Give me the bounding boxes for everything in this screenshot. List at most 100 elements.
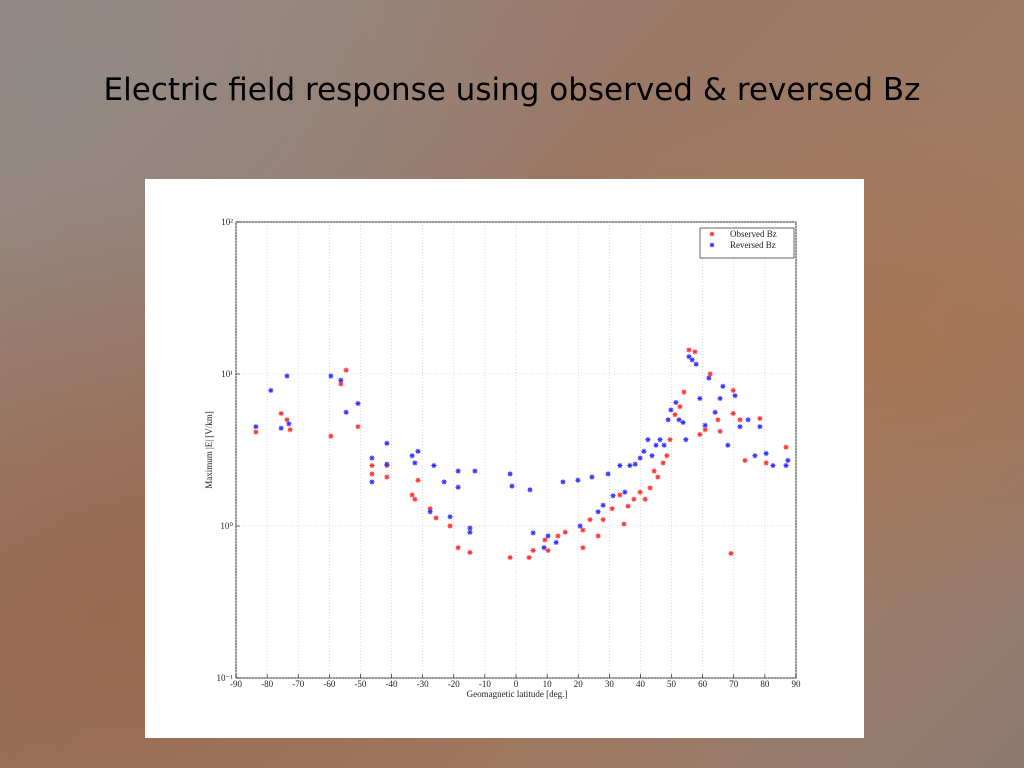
- data-point: [409, 492, 415, 498]
- data-point: [617, 462, 623, 469]
- data-point: [649, 453, 655, 459]
- data-point: [655, 474, 661, 480]
- y-tick-label: 10⁰: [220, 521, 233, 531]
- data-point: [617, 492, 623, 498]
- data-point: [278, 410, 284, 417]
- data-point: [712, 409, 718, 415]
- x-tick-label: -60: [323, 679, 335, 689]
- x-tick-label: -30: [417, 679, 429, 689]
- data-point: [580, 527, 586, 533]
- data-point: [427, 509, 433, 515]
- data-point: [338, 377, 344, 383]
- figure-panel: Geomagnetic latitude [deg.] Maximum |E| …: [145, 179, 864, 738]
- data-point: [268, 387, 274, 394]
- data-point: [692, 349, 698, 355]
- data-point: [770, 462, 776, 469]
- data-point: [580, 545, 586, 551]
- data-point: [717, 395, 723, 402]
- data-point: [409, 453, 415, 459]
- x-tick-label: 30: [605, 679, 615, 689]
- data-point: [284, 417, 290, 423]
- data-point: [730, 387, 736, 394]
- data-point: [660, 460, 666, 466]
- data-point: [702, 427, 708, 433]
- x-tick-label: 50: [667, 679, 677, 689]
- data-point: [693, 361, 699, 367]
- data-point: [689, 357, 695, 363]
- data-point: [369, 462, 375, 469]
- data-point: [287, 427, 293, 433]
- data-point: [673, 399, 679, 406]
- data-point: [737, 417, 743, 423]
- data-point: [553, 539, 559, 546]
- data-point: [680, 419, 686, 426]
- data-point: [645, 437, 651, 443]
- x-tick-label: 20: [574, 679, 584, 689]
- data-point: [253, 429, 259, 435]
- data-point: [467, 525, 473, 531]
- data-point: [355, 400, 361, 407]
- data-point: [657, 437, 663, 443]
- data-point: [653, 442, 659, 448]
- data-point: [530, 547, 536, 554]
- legend-marker: [709, 242, 715, 248]
- data-point: [545, 533, 551, 539]
- data-point: [343, 367, 349, 373]
- data-point: [562, 529, 568, 535]
- x-axis-label: Geomagnetic latitude [deg.]: [467, 689, 568, 699]
- data-point: [783, 444, 789, 450]
- data-point: [683, 437, 689, 443]
- legend-label: Reversed Bz: [730, 240, 776, 250]
- data-point: [369, 471, 375, 477]
- data-point: [642, 496, 648, 502]
- data-point: [328, 433, 334, 439]
- data-point: [509, 483, 515, 489]
- data-point: [447, 514, 453, 520]
- x-tick-label: -80: [261, 679, 273, 689]
- data-point: [647, 485, 653, 491]
- data-point: [447, 523, 453, 529]
- data-point: [542, 537, 548, 543]
- data-point: [472, 468, 478, 474]
- data-point: [681, 389, 687, 395]
- y-tick-label: 10⁻¹: [217, 673, 234, 683]
- y-axis-label: Maximum |E| [V/km]: [204, 411, 214, 489]
- data-point: [631, 496, 637, 502]
- data-point: [415, 477, 421, 483]
- data-point: [427, 506, 433, 512]
- data-point: [384, 461, 390, 467]
- x-tick-label: -20: [448, 679, 460, 689]
- data-point: [415, 448, 421, 454]
- data-point: [412, 460, 418, 466]
- data-point: [637, 455, 643, 461]
- data-point: [369, 479, 375, 485]
- x-tick-label: -50: [354, 679, 366, 689]
- data-point: [668, 407, 674, 413]
- data-point: [665, 417, 671, 423]
- legend-label: Observed Bz: [730, 229, 777, 239]
- x-tick-label: 80: [760, 679, 770, 689]
- data-point: [609, 506, 615, 512]
- data-point: [587, 517, 593, 523]
- data-point: [667, 437, 673, 443]
- data-point: [467, 529, 473, 535]
- x-tick-label: 40: [636, 679, 646, 689]
- data-point: [664, 453, 670, 459]
- data-point: [676, 417, 682, 423]
- data-point: [720, 383, 726, 389]
- data-point: [343, 409, 349, 415]
- x-tick-label: 60: [698, 679, 708, 689]
- data-point: [757, 415, 763, 422]
- data-point: [278, 425, 284, 431]
- data-point: [651, 468, 657, 474]
- data-point: [706, 375, 712, 381]
- data-point: [627, 462, 633, 469]
- data-point: [455, 545, 461, 551]
- data-point: [455, 468, 461, 474]
- y-tick-label: 10²: [221, 217, 233, 227]
- data-point: [589, 474, 595, 480]
- data-point: [600, 517, 606, 523]
- data-point: [752, 453, 758, 459]
- data-point: [575, 477, 581, 483]
- data-point: [595, 509, 601, 515]
